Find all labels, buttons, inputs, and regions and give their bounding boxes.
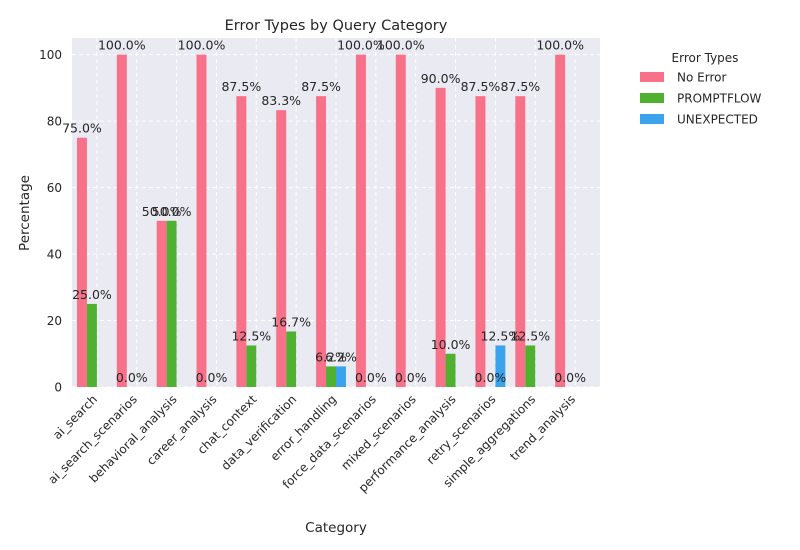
- data-label: 0.0%: [395, 370, 427, 385]
- bar: [316, 96, 327, 388]
- bar: [116, 54, 127, 387]
- bar: [355, 54, 366, 387]
- bar: [76, 137, 87, 387]
- y-axis-label: Percentage: [17, 175, 33, 251]
- legend: Error Types No Error PROMPTFLOW UNEXPECTED: [640, 51, 762, 127]
- data-label: 100.0%: [98, 38, 146, 53]
- bar: [495, 345, 506, 387]
- data-label: 50.0%: [142, 204, 182, 219]
- legend-entry: PROMPTFLOW: [677, 92, 762, 106]
- legend-swatch: [640, 114, 664, 124]
- y-tick-label: 100: [39, 48, 62, 62]
- data-label: 25.0%: [72, 287, 112, 302]
- y-tick-label: 20: [47, 314, 62, 328]
- data-label: 12.5%: [481, 328, 521, 343]
- data-label: 6.2%: [315, 349, 347, 364]
- y-axis-ticks: 0 20 40 60 80 100: [39, 48, 62, 394]
- bar: [435, 87, 446, 387]
- data-label: 16.7%: [271, 314, 311, 329]
- chart-title: Error Types by Query Category: [225, 18, 448, 34]
- data-label: 87.5%: [221, 79, 261, 94]
- y-tick-label: 0: [54, 381, 62, 395]
- y-tick-label: 60: [47, 181, 62, 195]
- data-label: 50.0%: [152, 204, 192, 219]
- bar: [236, 96, 247, 388]
- bar: [166, 220, 177, 387]
- bar: [475, 96, 486, 388]
- data-label: 87.5%: [461, 79, 501, 94]
- y-tick-label: 40: [47, 248, 62, 262]
- data-label: 90.0%: [421, 71, 461, 86]
- bar: [555, 54, 566, 387]
- bar: [246, 345, 257, 387]
- data-label: 0.0%: [196, 370, 228, 385]
- data-label: 0.0%: [355, 370, 387, 385]
- legend-swatch: [640, 72, 664, 82]
- legend-title: Error Types: [672, 51, 739, 65]
- y-tick-label: 80: [47, 115, 62, 129]
- bar: [445, 353, 456, 387]
- data-label: 0.0%: [554, 370, 586, 385]
- data-label: 75.0%: [62, 121, 102, 136]
- data-label: 0.0%: [475, 370, 507, 385]
- bar: [196, 54, 207, 387]
- data-label: 100.0%: [337, 38, 385, 53]
- data-label: 100.0%: [178, 38, 226, 53]
- data-label: 100.0%: [536, 38, 584, 53]
- data-label: 6.2%: [325, 349, 357, 364]
- bar: [515, 96, 526, 388]
- bar: [395, 54, 406, 387]
- data-labels: 75.0%100.0%50.0%100.0%87.5%83.3%87.5%100…: [62, 38, 586, 385]
- bar: [336, 366, 346, 387]
- bar: [86, 303, 97, 387]
- legend-entry: UNEXPECTED: [677, 113, 758, 127]
- data-label: 0.0%: [116, 370, 148, 385]
- bar: [326, 366, 336, 387]
- legend-swatch: [640, 93, 664, 103]
- legend-entry: No Error: [677, 71, 726, 85]
- data-label: 12.5%: [231, 328, 271, 343]
- data-label: 83.3%: [261, 93, 301, 108]
- bar: [276, 110, 287, 388]
- data-label: 87.5%: [500, 79, 540, 94]
- data-label: 87.5%: [301, 79, 341, 94]
- data-label: 12.5%: [510, 328, 550, 343]
- bar: [286, 331, 297, 387]
- data-label: 100.0%: [377, 38, 425, 53]
- bars: [76, 54, 566, 388]
- bar: [156, 220, 167, 387]
- data-label: 10.0%: [431, 337, 471, 352]
- bar: [525, 345, 536, 387]
- x-axis-label: Category: [305, 520, 367, 536]
